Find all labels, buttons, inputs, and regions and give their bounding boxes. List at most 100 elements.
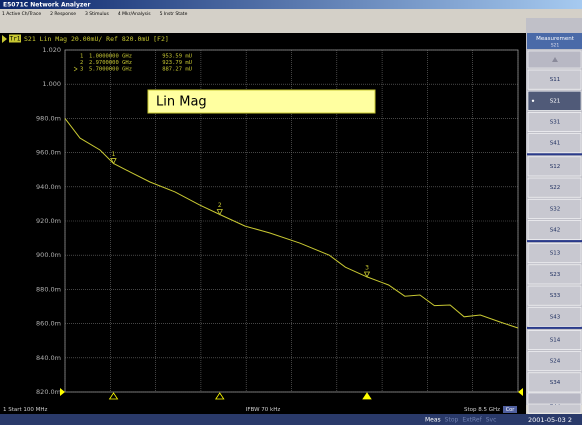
menu-item[interactable]: 1 Active Ch/Trace	[2, 11, 41, 17]
softkey-label[interactable]: S23	[550, 272, 561, 278]
marker-list-value: 887.27 mU	[162, 67, 192, 73]
annotation-box	[147, 89, 376, 114]
menu-item[interactable]: 3 Stimulus	[85, 11, 110, 17]
softkey-title-box	[527, 33, 582, 49]
marker-list-stimulus: 1.0000000 GHz	[89, 54, 132, 60]
marker-list-stimulus: 5.7000000 GHz	[89, 67, 132, 73]
marker-stimulus	[215, 392, 225, 400]
scroll-down[interactable]	[527, 392, 582, 405]
ifbw-label: IFBW 70 kHz	[246, 407, 281, 413]
marker-list-value: 923.79 mU	[162, 60, 192, 66]
menu-item[interactable]: 5 Instr State	[160, 11, 188, 17]
marker-stimulus	[362, 392, 372, 400]
softkey-current: S21	[551, 43, 560, 49]
y-tick-label: 920.0m	[36, 217, 61, 225]
selected-dot	[531, 99, 535, 103]
active-marker-indicator	[73, 66, 78, 72]
softkey-label[interactable]: S21	[550, 98, 561, 104]
status-item: Meas	[425, 417, 441, 424]
y-tick-label: 900.0m	[36, 251, 61, 259]
y-tick-label: 840.0m	[36, 354, 61, 362]
softkey[interactable]	[527, 177, 582, 198]
marker-label: 3	[365, 264, 369, 271]
marker-list-value: 953.59 mU	[162, 54, 192, 60]
softkey-label[interactable]: S22	[550, 185, 561, 191]
scroll-up-arrow	[552, 57, 558, 62]
softkey[interactable]	[527, 156, 582, 177]
group-separator	[527, 326, 582, 329]
cor-box	[503, 406, 517, 413]
menu-item[interactable]: 2 Response	[50, 11, 76, 17]
marker	[363, 271, 371, 278]
softkey[interactable]	[527, 69, 582, 90]
status-item: Svc	[486, 417, 497, 424]
ref-marker-right	[518, 388, 523, 396]
trace	[64, 118, 519, 329]
softkey[interactable]	[527, 198, 582, 219]
softkey[interactable]	[527, 285, 582, 306]
y-tick-label: 960.0m	[36, 149, 61, 157]
softkey[interactable]	[527, 264, 582, 285]
marker-label: 1	[112, 151, 116, 158]
y-tick-label: 880.0m	[36, 285, 61, 293]
status-item: ExtRef	[462, 417, 482, 424]
plot-frame	[64, 49, 519, 393]
trace-tag: Tr1	[10, 36, 21, 43]
y-tick-label: 1.000	[42, 80, 61, 88]
y-tick-label: 860.0m	[36, 320, 61, 328]
softkey-title: Measurement	[536, 36, 575, 42]
channel-status	[0, 405, 526, 414]
marker-list-number: 1	[80, 54, 83, 60]
annotation: Lin Mag	[156, 95, 207, 110]
group-separator	[527, 153, 582, 156]
channel-window	[0, 33, 526, 405]
menu-bar	[0, 9, 582, 18]
marker-list-number: 3	[80, 67, 83, 73]
softkey-label[interactable]: S43	[550, 314, 561, 320]
softkey-label[interactable]: S12	[550, 164, 561, 170]
softkey[interactable]	[527, 133, 582, 154]
y-tick-label: 980.0m	[36, 114, 61, 122]
softkey-label[interactable]: S42	[550, 228, 561, 234]
y-tick-label: 820.0m	[36, 388, 61, 396]
marker-stimulus	[108, 392, 119, 400]
marker-label: 2	[218, 202, 222, 209]
ref-marker-left	[60, 388, 65, 396]
softkey-label[interactable]: S32	[550, 206, 561, 212]
softkey-label[interactable]: S24	[550, 359, 561, 365]
softkey-label[interactable]: S41	[550, 141, 561, 147]
menu-item[interactable]: 4 Mkr/Analysis	[118, 11, 151, 17]
marker-list-stimulus: 2.9700000 GHz	[89, 60, 132, 66]
softkey-label[interactable]: S33	[550, 293, 561, 299]
softkey[interactable]	[527, 243, 582, 264]
softkey[interactable]	[527, 351, 582, 372]
group-separator	[527, 240, 582, 243]
stop-label: Stop 8.5 GHz	[464, 407, 500, 413]
softkey-label[interactable]: S31	[550, 120, 561, 126]
title-bar	[0, 0, 582, 9]
softkey[interactable]	[527, 112, 582, 132]
clock: 2001-05-03 2	[528, 416, 572, 424]
marker	[110, 158, 117, 165]
trace-tag-box	[9, 34, 21, 43]
status-item: Stop	[445, 417, 459, 424]
softkey-label[interactable]: S34	[550, 380, 561, 386]
y-tick-label: 940.0m	[36, 183, 61, 191]
softkey[interactable]	[527, 372, 582, 393]
start-label: 1 Start 100 MHz	[3, 407, 48, 413]
cor-label: Cor	[506, 407, 516, 413]
softkey-label[interactable]: S11	[550, 77, 561, 83]
marker-list-number: 2	[80, 60, 83, 66]
y-tick-label: 1.020	[42, 46, 61, 54]
trace-header: S21 Lin Mag 20.00mU/ Ref 820.0mU [F2]	[24, 35, 169, 43]
softkey[interactable]	[527, 330, 582, 350]
softkey-label[interactable]: S14	[550, 338, 561, 344]
softkey[interactable]	[527, 306, 582, 327]
window-title: E5071C Network Analyzer	[3, 2, 90, 9]
softkey[interactable]	[527, 90, 582, 111]
softkey-label[interactable]: S13	[550, 251, 561, 257]
toolbar-area	[0, 18, 526, 33]
softkey[interactable]	[527, 220, 582, 240]
